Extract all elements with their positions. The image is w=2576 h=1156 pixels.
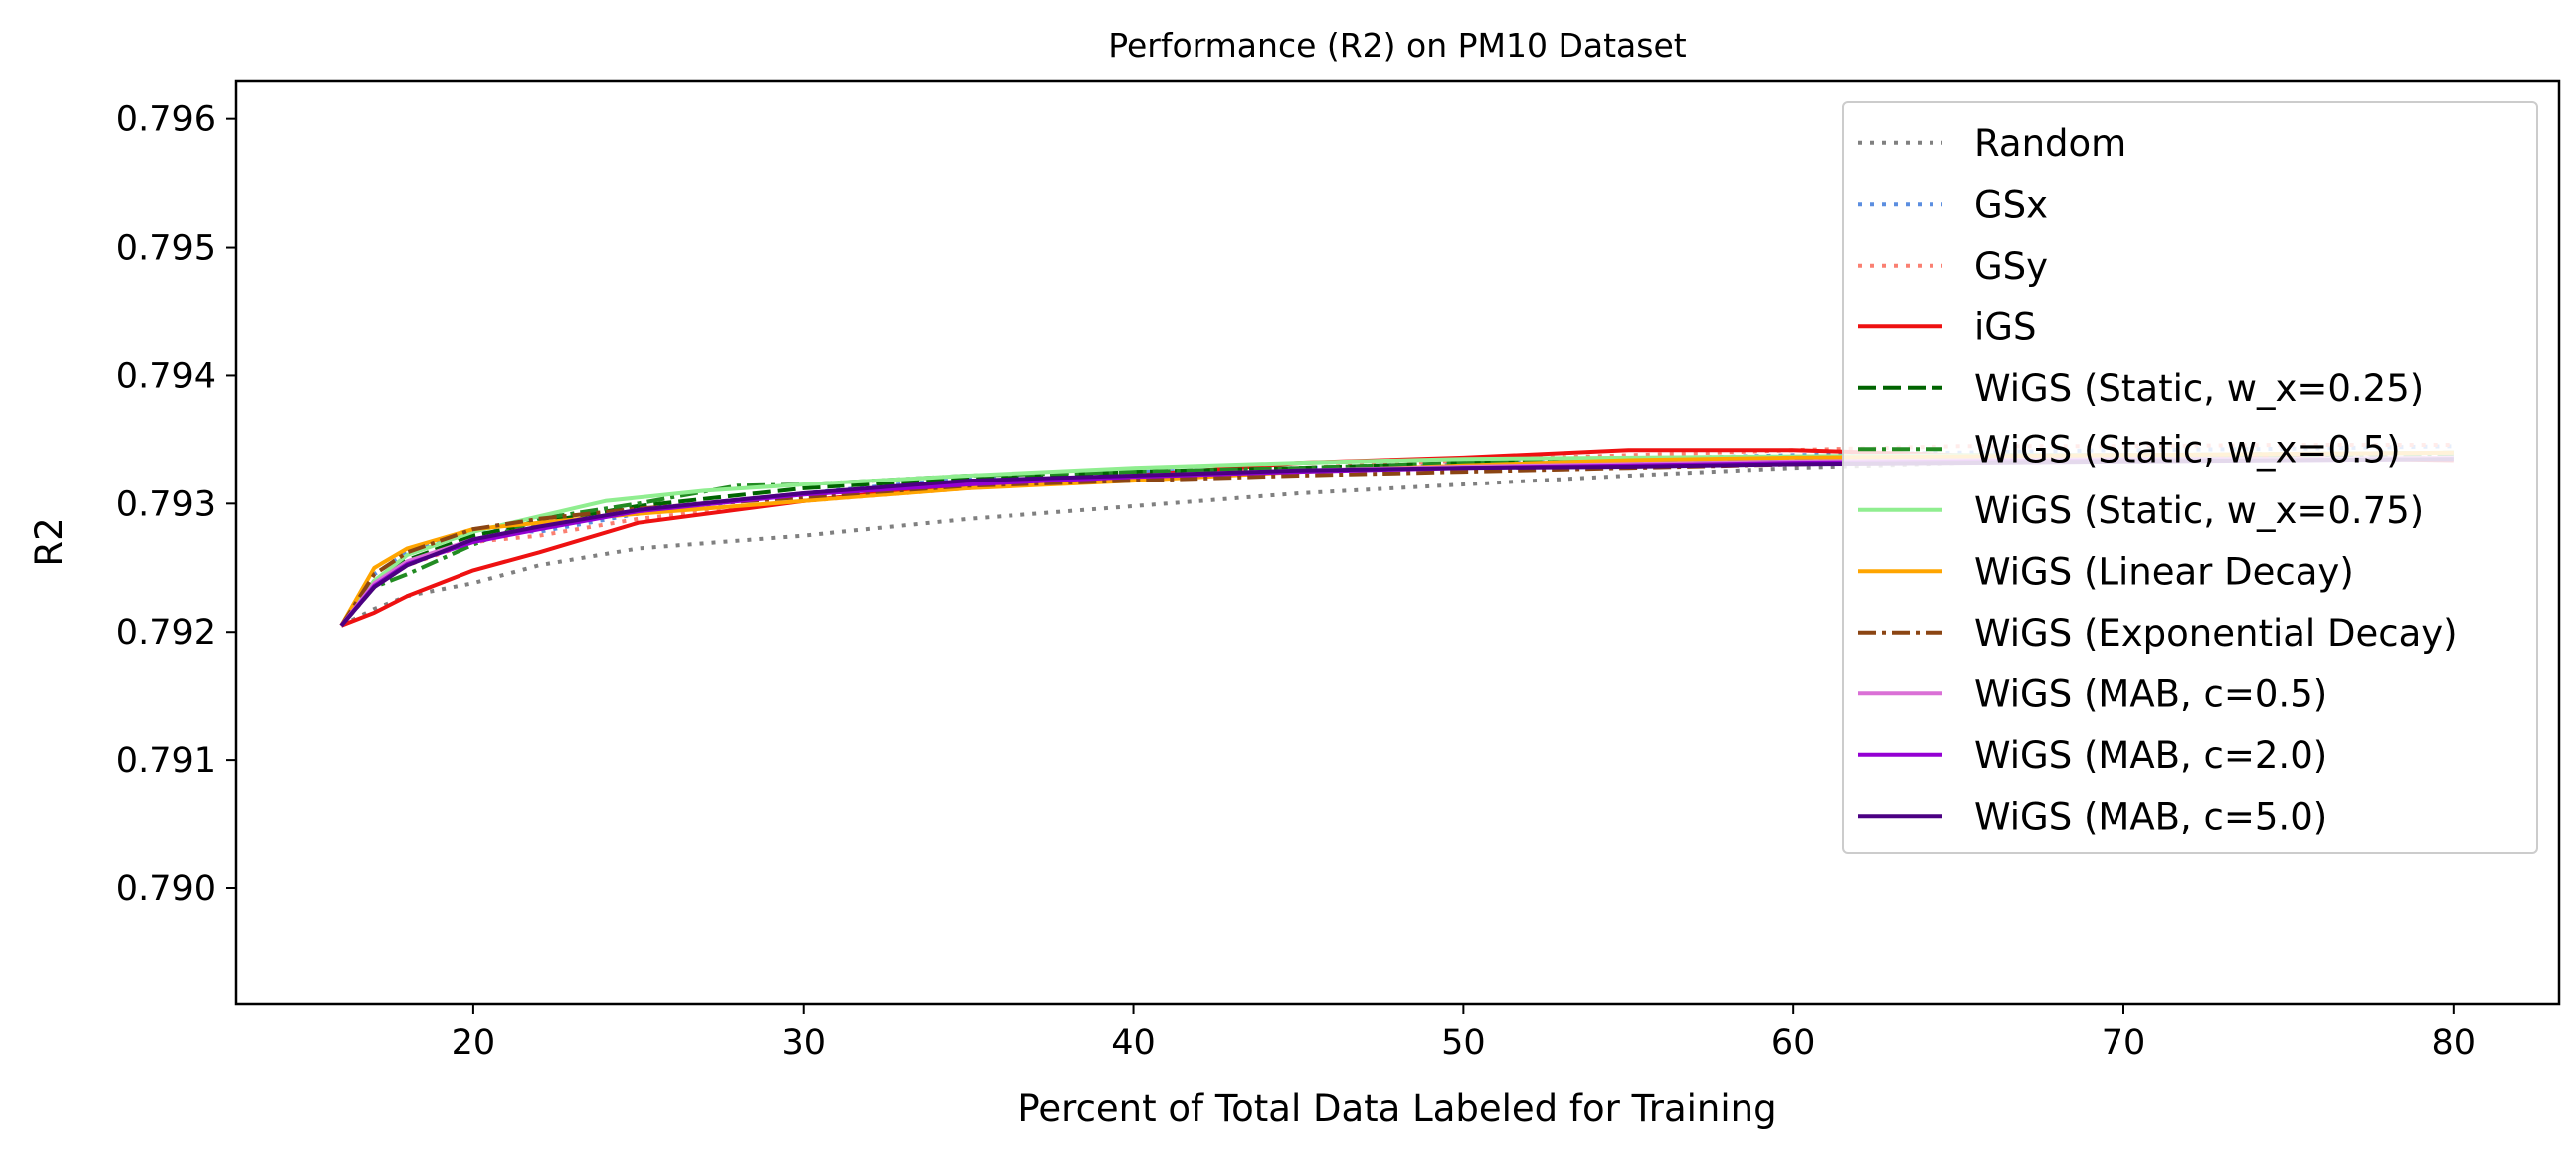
legend-entry: GSx bbox=[1974, 183, 2048, 226]
legend-entry: WiGS (Linear Decay) bbox=[1974, 550, 2354, 593]
y-axis-label: R2 bbox=[28, 517, 71, 566]
x-tick-label: 40 bbox=[1111, 1023, 1156, 1062]
x-tick-label: 80 bbox=[2432, 1023, 2477, 1062]
y-axis-ticks: 0.790 0.791 0.792 0.793 0.794 0.795 0.796 bbox=[116, 100, 236, 909]
legend-entry: WiGS (Static, w_x=0.75) bbox=[1974, 489, 2424, 532]
legend-entry: GSy bbox=[1974, 245, 2048, 288]
y-tick-label: 0.796 bbox=[116, 100, 216, 140]
y-tick-label: 0.795 bbox=[116, 229, 216, 269]
series-line-8 bbox=[339, 455, 2454, 627]
plot-frame bbox=[234, 79, 2561, 1006]
legend-box bbox=[1842, 101, 2538, 854]
legend-entry: WiGS (Static, w_x=0.25) bbox=[1974, 367, 2424, 410]
series-line-5 bbox=[339, 453, 2454, 628]
chart-title: Performance (R2) on PM10 Dataset bbox=[1108, 26, 1687, 65]
y-tick-label: 0.794 bbox=[116, 356, 216, 396]
legend-entry: iGS bbox=[1974, 305, 2036, 348]
legend-entry: WiGS (MAB, c=5.0) bbox=[1974, 795, 2327, 838]
x-axis-ticks: 20 30 40 50 60 70 80 bbox=[452, 1004, 2476, 1062]
legend-entry: WiGS (Static, w_x=0.5) bbox=[1974, 428, 2401, 471]
y-tick-label: 0.790 bbox=[116, 869, 216, 909]
legend-entry: WiGS (MAB, c=0.5) bbox=[1974, 673, 2327, 715]
y-tick-label: 0.793 bbox=[116, 484, 216, 524]
x-tick-label: 60 bbox=[1771, 1023, 1816, 1062]
legend: Random GSx GSy iGS WiGS (Static, w_x=0.25) Wi… bbox=[1842, 101, 2538, 854]
x-tick-label: 50 bbox=[1441, 1023, 1486, 1062]
y-tick-label: 0.792 bbox=[116, 613, 216, 653]
x-tick-label: 20 bbox=[452, 1023, 496, 1062]
x-axis-label: Percent of Total Data Labeled for Traini… bbox=[1017, 1087, 1776, 1130]
x-tick-label: 30 bbox=[781, 1023, 826, 1062]
legend-entry: Random bbox=[1974, 122, 2126, 165]
legend-entry: WiGS (Exponential Decay) bbox=[1974, 612, 2458, 655]
y-tick-label: 0.791 bbox=[116, 741, 216, 781]
legend-entry: WiGS (MAB, c=2.0) bbox=[1974, 734, 2327, 777]
x-tick-label: 70 bbox=[2102, 1023, 2146, 1062]
